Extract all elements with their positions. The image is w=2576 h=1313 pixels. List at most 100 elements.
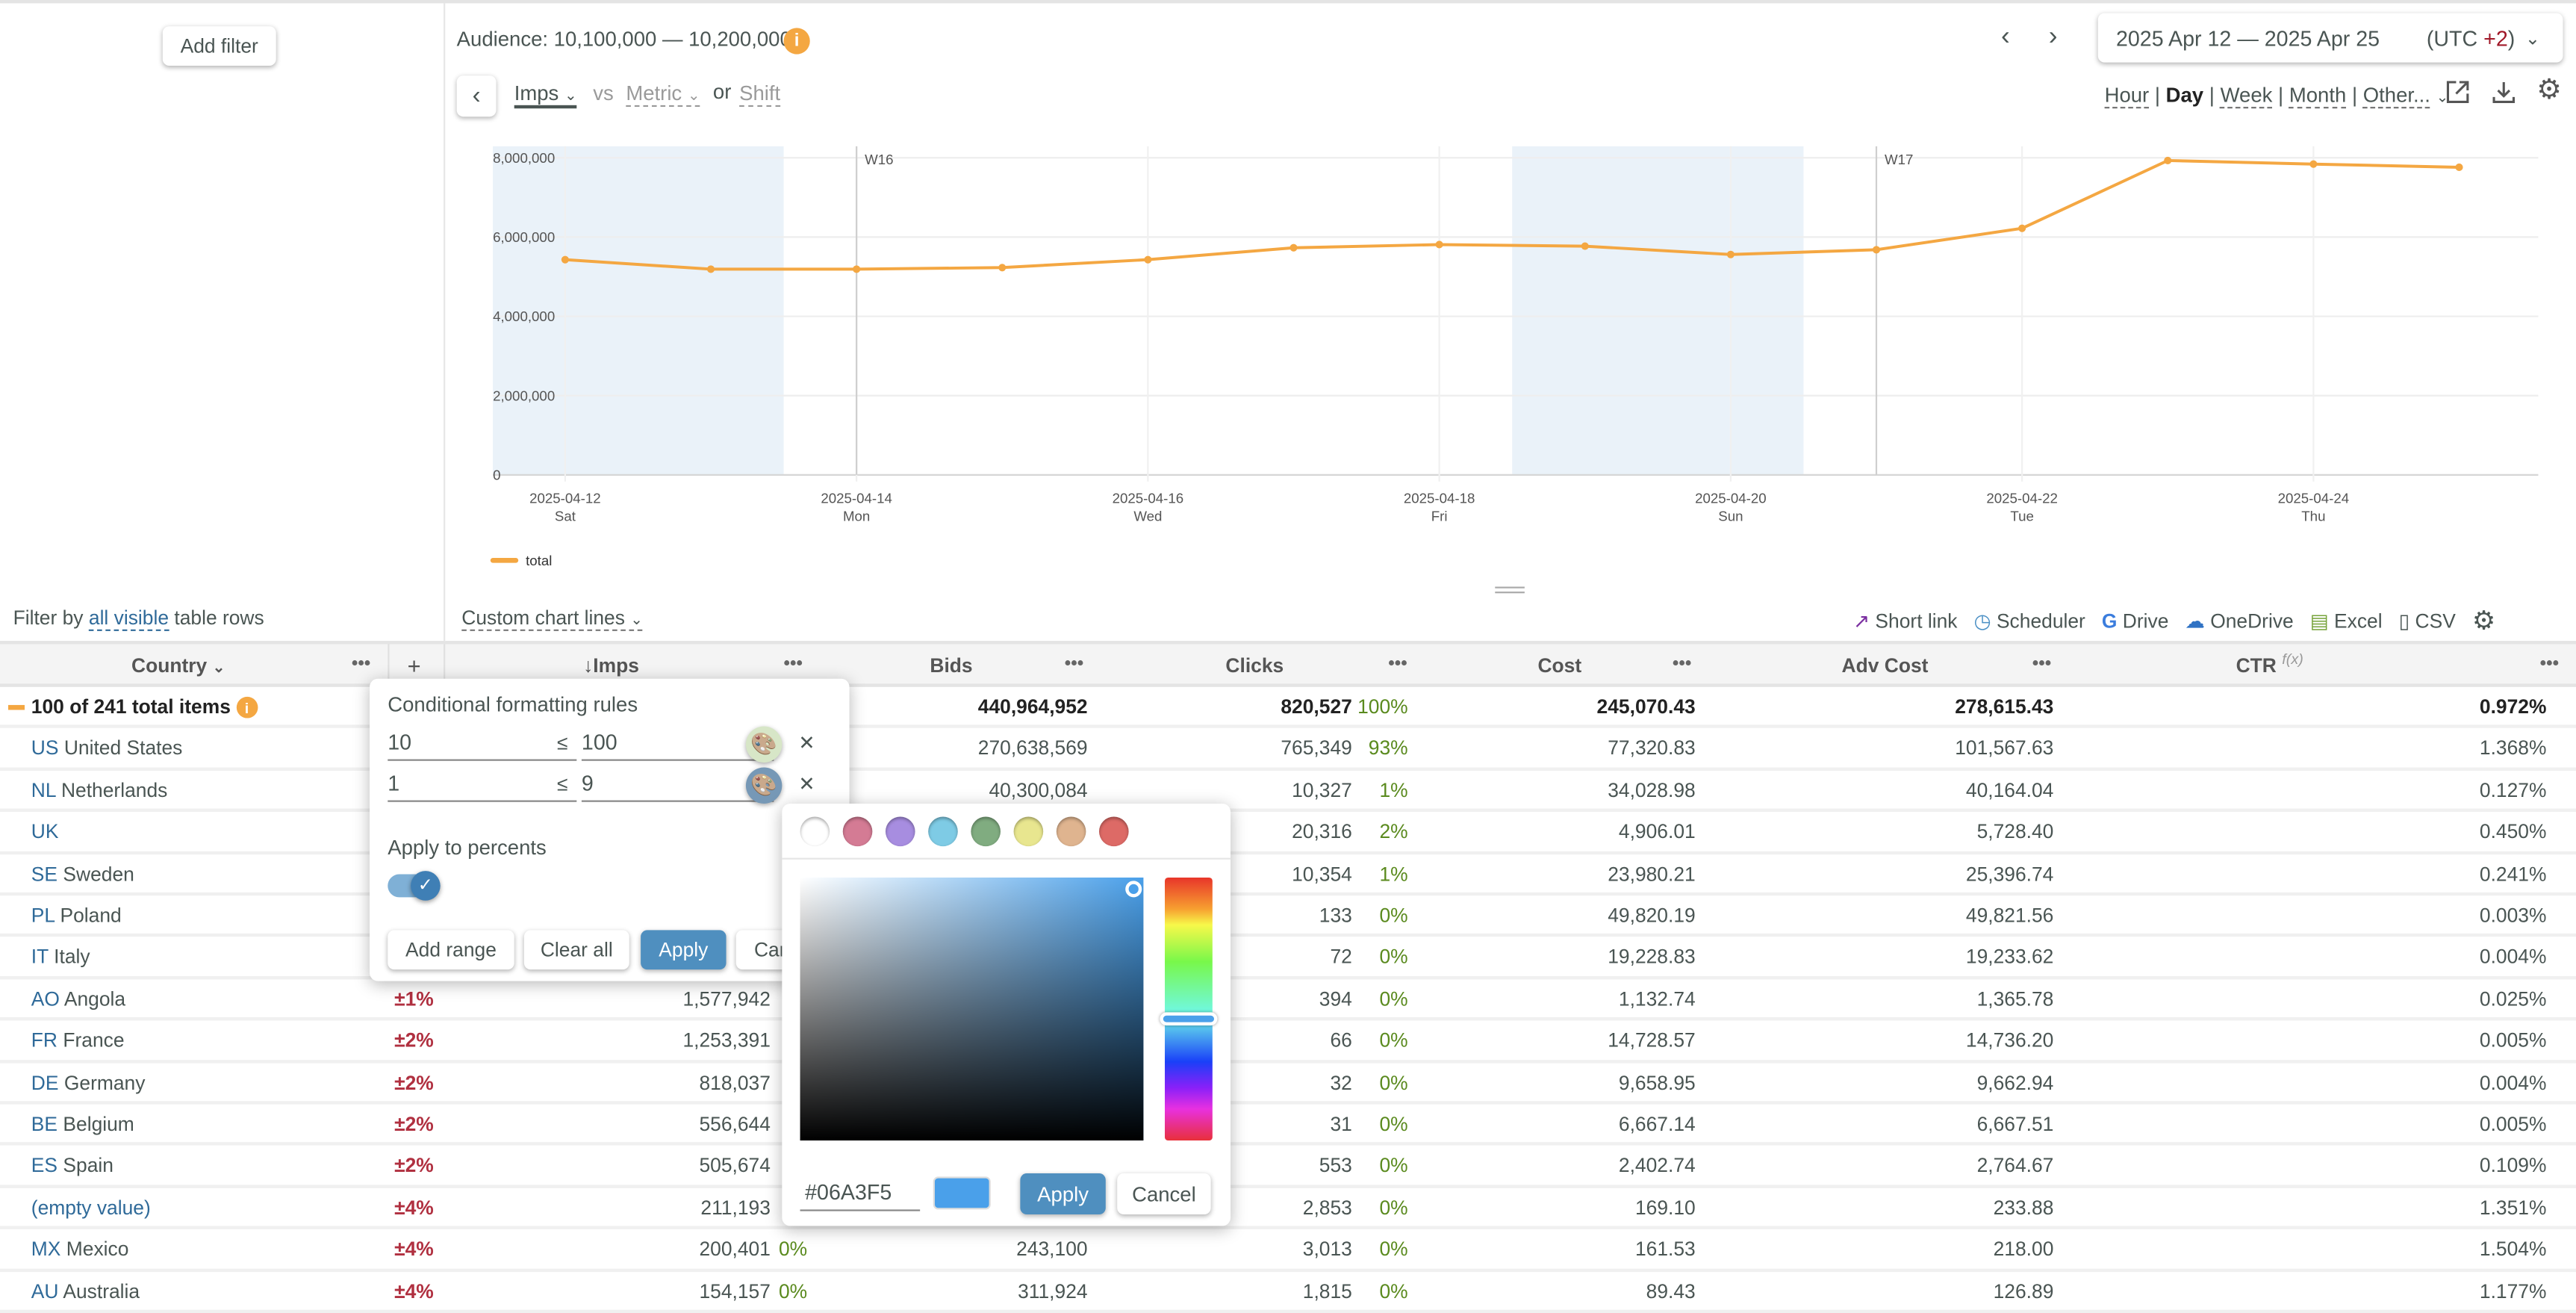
- country-cell[interactable]: BE Belgium: [31, 1105, 134, 1144]
- palette-icon[interactable]: 🎨: [745, 726, 783, 763]
- hue-slider[interactable]: [1160, 877, 1218, 1141]
- info-icon[interactable]: i: [783, 28, 810, 55]
- date-range-picker[interactable]: 2025 Apr 12 — 2025 Apr 25 (UTC +2) ⌄: [2097, 13, 2563, 63]
- remove-rule-icon[interactable]: ✕: [798, 772, 815, 795]
- column-header-bids[interactable]: Bids: [930, 654, 973, 677]
- country-cell[interactable]: NL Netherlands: [31, 770, 168, 810]
- color-swatch[interactable]: [1056, 816, 1086, 847]
- country-code[interactable]: US: [31, 736, 59, 760]
- granularity-hour[interactable]: Hour: [2104, 84, 2149, 109]
- granularity-month[interactable]: Month: [2289, 84, 2347, 109]
- country-name[interactable]: Sweden: [63, 862, 134, 886]
- rule-from-input[interactable]: 1: [388, 769, 577, 802]
- country-cell[interactable]: ES Spain: [31, 1146, 113, 1185]
- open-external-icon[interactable]: [2446, 81, 2469, 104]
- short-link-button[interactable]: ↗ Short link: [1853, 609, 1958, 633]
- country-name[interactable]: Germany: [63, 1070, 146, 1094]
- column-menu-icon[interactable]: •••: [1388, 654, 1407, 674]
- saturation-value-area[interactable]: [800, 877, 1144, 1141]
- rule-to-input[interactable]: 9: [581, 769, 774, 802]
- excel-button[interactable]: ▤ Excel: [2310, 609, 2383, 633]
- shift-link[interactable]: Shift: [739, 82, 781, 108]
- download-icon[interactable]: [2492, 81, 2516, 104]
- country-name[interactable]: United States: [63, 736, 183, 760]
- color-apply-button[interactable]: Apply: [1020, 1173, 1106, 1215]
- hue-handle[interactable]: [1160, 1012, 1218, 1025]
- country-code[interactable]: FR: [31, 1028, 58, 1052]
- resize-handle[interactable]: [1495, 586, 1525, 594]
- country-cell[interactable]: US United States: [31, 729, 183, 769]
- prev-period-icon[interactable]: ‹: [2000, 22, 2010, 52]
- metric2-select[interactable]: Metric ⌄: [626, 82, 700, 108]
- column-menu-icon[interactable]: •••: [1064, 654, 1084, 674]
- country-cell[interactable]: DE Germany: [31, 1063, 146, 1102]
- country-cell[interactable]: AO Angola: [31, 979, 125, 1019]
- custom-chart-lines-select[interactable]: Custom chart lines ⌄: [461, 606, 643, 631]
- column-header-adv-cost[interactable]: Adv Cost: [1841, 654, 1929, 677]
- column-menu-icon[interactable]: •••: [783, 654, 803, 674]
- apply-to-percents-toggle[interactable]: ✓: [388, 871, 441, 901]
- color-swatch[interactable]: [928, 816, 958, 847]
- metric-select[interactable]: Imps ⌄: [514, 82, 577, 109]
- country-cell[interactable]: UK: [31, 812, 59, 851]
- color-swatch[interactable]: [1099, 816, 1129, 847]
- color-swatch[interactable]: [971, 816, 1001, 847]
- apply-rules-button[interactable]: Apply: [641, 930, 727, 970]
- settings-gear-icon[interactable]: ⚙: [2536, 74, 2562, 105]
- hex-input[interactable]: #06A3F5: [800, 1179, 921, 1211]
- add-range-button[interactable]: Add range: [388, 930, 514, 970]
- column-menu-icon[interactable]: •••: [1672, 654, 1692, 674]
- country-name[interactable]: Belgium: [63, 1112, 134, 1136]
- granularity-other[interactable]: Other...: [2362, 84, 2430, 109]
- rule-to-input[interactable]: 100: [581, 728, 774, 761]
- color-swatch[interactable]: [800, 816, 830, 847]
- country-cell[interactable]: AU Australia: [31, 1271, 140, 1311]
- onedrive-button[interactable]: ☁ OneDrive: [2185, 609, 2293, 633]
- country-name[interactable]: Mexico: [66, 1238, 129, 1261]
- country-name[interactable]: Spain: [63, 1154, 113, 1178]
- filter-scope-link[interactable]: all visible: [88, 606, 169, 631]
- column-header-clicks[interactable]: Clicks: [1225, 654, 1284, 677]
- country-cell[interactable]: FR France: [31, 1021, 125, 1061]
- color-swatch[interactable]: [1013, 816, 1044, 847]
- color-swatch[interactable]: [885, 816, 915, 847]
- country-code[interactable]: DE: [31, 1070, 59, 1094]
- back-button[interactable]: ‹: [456, 75, 497, 117]
- country-code[interactable]: UK: [31, 820, 59, 844]
- country-cell[interactable]: (empty value): [31, 1188, 151, 1227]
- country-code[interactable]: MX: [31, 1238, 61, 1261]
- color-cancel-button[interactable]: Cancel: [1117, 1173, 1211, 1215]
- csv-button[interactable]: ▯ CSV: [2399, 609, 2456, 633]
- column-menu-icon[interactable]: •••: [2539, 654, 2560, 674]
- info-icon[interactable]: i: [236, 697, 258, 719]
- country-code[interactable]: IT: [31, 946, 49, 969]
- country-code[interactable]: AO: [31, 987, 60, 1011]
- country-code[interactable]: SE: [31, 862, 58, 886]
- clear-all-button[interactable]: Clear all: [523, 930, 629, 970]
- column-menu-icon[interactable]: •••: [351, 654, 371, 674]
- country-name[interactable]: France: [63, 1028, 125, 1052]
- add-column-button[interactable]: +: [407, 652, 421, 679]
- column-header-imps[interactable]: ↓Imps: [583, 654, 639, 677]
- rule-from-input[interactable]: 10: [388, 728, 577, 761]
- granularity-week[interactable]: Week: [2220, 84, 2273, 109]
- column-header-ctr[interactable]: CTR f(x): [2236, 645, 2303, 687]
- column-menu-icon[interactable]: •••: [2032, 654, 2052, 674]
- country-code[interactable]: PL: [31, 904, 55, 927]
- column-header-country[interactable]: Country ⌄: [131, 645, 225, 687]
- country-code[interactable]: ES: [31, 1154, 58, 1178]
- country-code[interactable]: NL: [31, 778, 56, 802]
- country-cell[interactable]: SE Sweden: [31, 854, 134, 893]
- table-settings-gear-icon[interactable]: ⚙: [2471, 608, 2496, 636]
- country-cell[interactable]: IT Italy: [31, 937, 90, 977]
- country-name[interactable]: Angola: [63, 987, 126, 1011]
- remove-rule-icon[interactable]: ✕: [798, 731, 815, 754]
- country-cell[interactable]: MX Mexico: [31, 1229, 129, 1269]
- next-period-icon[interactable]: ›: [2048, 22, 2058, 52]
- column-header-cost[interactable]: Cost: [1537, 654, 1582, 677]
- palette-icon[interactable]: 🎨: [745, 767, 783, 804]
- color-swatch[interactable]: [842, 816, 873, 847]
- country-name[interactable]: Netherlands: [60, 778, 168, 802]
- country-name[interactable]: Poland: [60, 904, 122, 927]
- country-cell[interactable]: PL Poland: [31, 895, 122, 935]
